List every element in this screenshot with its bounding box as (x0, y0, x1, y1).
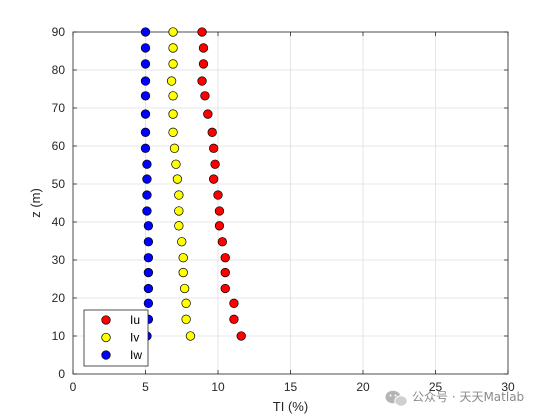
data-point-iu (207, 127, 217, 137)
data-points-layer (140, 27, 246, 341)
data-point-iw (140, 127, 151, 137)
y-tick-label: 10 (52, 329, 66, 343)
wechat-icon (385, 390, 408, 407)
data-point-iv (181, 314, 191, 324)
data-point-iv (168, 109, 178, 119)
legend-marker-iu (101, 315, 111, 325)
legend[interactable]: Iu Iv Iw (83, 309, 149, 367)
data-point-iv (168, 59, 178, 69)
data-point-iu (217, 237, 228, 247)
data-point-iv (168, 91, 178, 101)
data-point-iu (197, 76, 207, 86)
data-point-iw (143, 237, 154, 247)
data-point-iu (198, 43, 209, 53)
data-point-iu (229, 314, 239, 324)
data-point-iw (143, 253, 154, 263)
data-point-iu (208, 143, 219, 153)
x-tick-label: 10 (211, 380, 225, 394)
data-point-iv (174, 190, 184, 200)
x-axis-label: TI (%) (273, 399, 308, 414)
data-point-iv (178, 253, 188, 263)
data-point-iu (213, 190, 223, 200)
data-point-iv (174, 206, 184, 216)
watermark: 公众号 · 天天Matlab (385, 390, 524, 407)
data-point-iu (203, 109, 213, 119)
data-point-iw (143, 298, 154, 308)
data-point-iu (214, 221, 225, 231)
data-point-iv (172, 174, 183, 184)
data-point-iu (236, 331, 246, 341)
x-tick-label: 20 (356, 380, 370, 394)
data-point-iv (171, 159, 181, 169)
data-point-iu (210, 159, 220, 169)
data-point-iw (140, 76, 151, 86)
data-point-iw (140, 59, 151, 69)
y-tick-label: 40 (52, 215, 66, 229)
y-tick-label: 80 (52, 63, 66, 77)
data-point-iv (174, 221, 184, 231)
data-point-iv (169, 143, 180, 153)
data-point-iv (168, 127, 178, 137)
data-point-iv (185, 331, 196, 341)
x-tick-label: 5 (142, 380, 149, 394)
watermark-text: 公众号 · 天天Matlab (412, 390, 524, 404)
y-tick-label: 90 (52, 25, 66, 39)
y-tick-label: 70 (52, 101, 66, 115)
x-tick-label: 0 (70, 380, 77, 394)
legend-marker-iw (101, 350, 111, 360)
data-point-iw (142, 174, 152, 184)
series-iw (140, 27, 154, 341)
y-tick-label: 60 (52, 139, 66, 153)
series-iv (166, 27, 196, 341)
data-point-iw (143, 267, 154, 278)
legend-box (83, 309, 149, 367)
legend-label-iu: Iu (130, 313, 140, 327)
data-point-iv (181, 298, 191, 308)
data-point-iw (142, 190, 152, 200)
data-point-iu (229, 298, 239, 308)
data-point-iv (168, 43, 178, 53)
data-point-iw (142, 206, 152, 216)
data-point-iu (198, 59, 209, 69)
data-point-iu (197, 27, 207, 37)
data-point-iw (140, 91, 151, 101)
legend-label-iw: Iw (130, 348, 142, 362)
data-point-iv (177, 237, 187, 247)
tick-layer: 0 5 10 15 20 25 30 0 10 20 30 40 50 60 70 80 90 (52, 25, 515, 394)
data-point-iu (208, 174, 219, 184)
data-point-iv (178, 267, 188, 278)
data-point-iv (168, 27, 178, 37)
data-point-iu (220, 267, 230, 278)
data-point-iv (179, 283, 190, 294)
data-point-iw (143, 283, 154, 294)
data-point-iu (220, 253, 230, 263)
data-point-iu (214, 206, 225, 216)
data-point-iw (142, 159, 152, 169)
data-point-iv (166, 76, 177, 86)
data-point-iw (140, 27, 151, 37)
series-iu (197, 27, 246, 341)
x-tick-label: 15 (284, 380, 298, 394)
y-axis-label: z (m) (28, 188, 43, 218)
y-tick-label: 20 (52, 291, 66, 305)
data-point-iw (140, 109, 151, 119)
x-tick-label: 25 (429, 380, 443, 394)
data-point-iu (220, 283, 230, 294)
y-tick-label: 50 (52, 177, 66, 191)
data-point-iu (200, 91, 210, 101)
legend-marker-iv (101, 332, 111, 343)
y-tick-label: 0 (58, 367, 65, 381)
data-point-iw (140, 143, 151, 153)
data-point-iw (143, 221, 154, 231)
legend-label-iv: Iv (130, 331, 139, 345)
x-tick-label: 30 (501, 380, 515, 394)
data-point-iw (140, 43, 151, 53)
y-tick-label: 30 (52, 253, 66, 267)
